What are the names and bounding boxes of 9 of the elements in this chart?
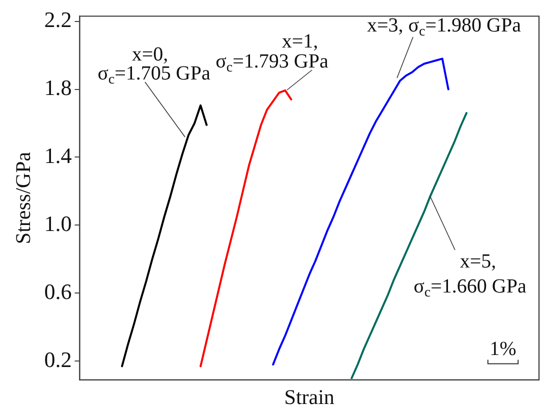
- annotation: 1%: [490, 338, 516, 360]
- y-tick-label: 0.2: [44, 346, 72, 372]
- y-tick-label: 2.2: [44, 7, 72, 32]
- y-tick-label: 0.6: [44, 278, 72, 304]
- y-tick-label: 1.4: [44, 143, 72, 168]
- y-tick-label: 1.8: [44, 75, 72, 100]
- y-axis-title: Stress/GPa: [11, 151, 36, 244]
- y-tick-label: 1.0: [44, 210, 72, 236]
- x-axis-title: Strain: [284, 384, 335, 409]
